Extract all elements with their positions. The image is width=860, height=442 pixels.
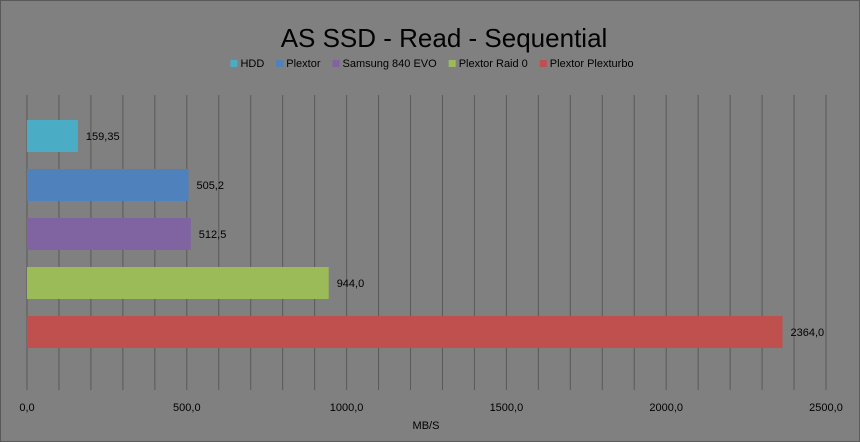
legend-label: Samsung 840 EVO	[343, 58, 438, 70]
legend-label: Plextor Plexturbo	[550, 58, 634, 70]
legend-label: Plextor	[286, 58, 321, 70]
bar	[27, 267, 329, 299]
chart-title: AS SSD - Read - Sequential	[281, 23, 608, 53]
data-label: 512,5	[199, 229, 227, 241]
legend-swatch	[332, 60, 340, 67]
legend-label: HDD	[240, 58, 264, 70]
bar	[27, 218, 191, 250]
x-tick-label: 2000,0	[649, 402, 683, 414]
data-label: 944,0	[337, 278, 365, 290]
data-label: 159,35	[86, 131, 120, 143]
x-axis-label: MB/S	[413, 420, 440, 432]
bar	[27, 120, 78, 152]
x-tick-label: 500,0	[173, 402, 201, 414]
x-tick-label: 1500,0	[490, 402, 524, 414]
legend-swatch	[276, 60, 284, 67]
x-tick-label: 2500,0	[809, 402, 843, 414]
bar	[27, 169, 189, 201]
data-label: 505,2	[196, 180, 224, 192]
bar	[27, 316, 783, 348]
data-label: 2364,0	[791, 327, 825, 339]
x-tick-label: 1000,0	[330, 402, 364, 414]
legend-swatch	[230, 60, 238, 67]
legend-label: Plextor Raid 0	[459, 58, 528, 70]
legend-swatch	[448, 60, 456, 67]
x-tick-label: 0,0	[19, 402, 34, 414]
legend-swatch	[539, 60, 547, 67]
